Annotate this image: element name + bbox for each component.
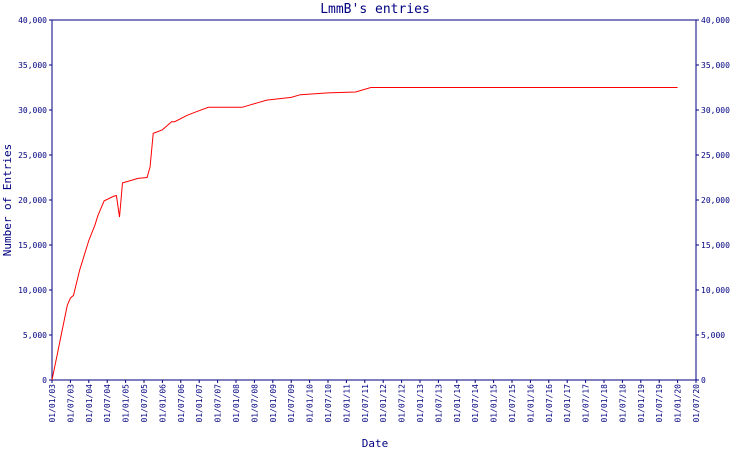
y-tick-label: 40,000 bbox=[18, 16, 47, 25]
x-tick-label: 01/07/03 bbox=[66, 384, 75, 423]
x-tick-label: 01/01/17 bbox=[563, 384, 572, 423]
y-tick-label: 5,000 bbox=[23, 331, 47, 340]
x-tick-label: 01/01/05 bbox=[122, 384, 131, 423]
x-tick-label: 01/01/18 bbox=[600, 384, 609, 423]
x-tick-label: 01/01/13 bbox=[416, 384, 425, 423]
y2-tick-label: 0 bbox=[701, 376, 706, 385]
x-tick-label: 01/07/14 bbox=[471, 384, 480, 423]
x-tick-label: 01/07/10 bbox=[324, 384, 333, 423]
x-tick-label: 01/01/15 bbox=[490, 384, 499, 423]
x-tick-label: 01/07/09 bbox=[287, 384, 296, 423]
x-tick-label: 01/01/10 bbox=[306, 384, 315, 423]
x-tick-label: 01/07/08 bbox=[250, 384, 259, 423]
data-line bbox=[51, 87, 678, 381]
x-tick-label: 01/01/09 bbox=[269, 384, 278, 423]
x-tick-label: 01/07/05 bbox=[140, 384, 149, 423]
x-tick-label: 01/01/08 bbox=[232, 384, 241, 423]
y2-tick-label: 15,000 bbox=[701, 241, 730, 250]
y2-tick-label: 20,000 bbox=[701, 196, 730, 205]
y2-tick-label: 5,000 bbox=[701, 331, 725, 340]
x-tick-label: 01/01/11 bbox=[342, 384, 351, 423]
x-tick-label: 01/01/03 bbox=[48, 384, 57, 423]
x-tick-label: 01/01/16 bbox=[526, 384, 535, 423]
y2-tick-label: 10,000 bbox=[701, 286, 730, 295]
x-tick-label: 01/07/13 bbox=[434, 384, 443, 423]
x-tick-label: 01/07/07 bbox=[214, 384, 223, 423]
x-tick-label: 01/07/06 bbox=[177, 384, 186, 423]
y-tick-label: 20,000 bbox=[18, 196, 47, 205]
x-axis-label: Date bbox=[362, 437, 389, 450]
y-tick-label: 25,000 bbox=[18, 151, 47, 160]
y-tick-label: 35,000 bbox=[18, 61, 47, 70]
x-tick-label: 01/07/04 bbox=[103, 384, 112, 423]
x-tick-label: 01/07/11 bbox=[361, 384, 370, 423]
x-tick-label: 01/01/14 bbox=[453, 384, 462, 423]
y-tick-label: 0 bbox=[42, 376, 47, 385]
y-tick-label: 10,000 bbox=[18, 286, 47, 295]
y-axis-label: Number of Entries bbox=[1, 144, 14, 257]
y2-tick-label: 30,000 bbox=[701, 106, 730, 115]
x-tick-label: 01/07/16 bbox=[545, 384, 554, 423]
x-tick-label: 01/07/15 bbox=[508, 384, 517, 423]
x-tick-label: 01/01/04 bbox=[85, 384, 94, 423]
x-tick-label: 01/07/12 bbox=[398, 384, 407, 423]
x-tick-label: 01/07/17 bbox=[582, 384, 591, 423]
y2-tick-label: 25,000 bbox=[701, 151, 730, 160]
y2-tick-label: 40,000 bbox=[701, 16, 730, 25]
y-tick-label: 30,000 bbox=[18, 106, 47, 115]
x-tick-label: 01/07/19 bbox=[655, 384, 664, 423]
x-tick-label: 01/01/19 bbox=[637, 384, 646, 423]
x-tick-label: 01/01/12 bbox=[379, 384, 388, 423]
x-tick-label: 01/07/18 bbox=[618, 384, 627, 423]
x-tick-label: 01/01/07 bbox=[195, 384, 204, 423]
x-tick-label: 01/01/20 bbox=[674, 384, 683, 423]
chart-title: LmmB's entries bbox=[320, 2, 430, 17]
y-tick-label: 15,000 bbox=[18, 241, 47, 250]
x-tick-label: 01/01/06 bbox=[158, 384, 167, 423]
x-tick-label: 01/07/20 bbox=[692, 384, 701, 423]
plot-frame bbox=[51, 19, 697, 381]
y2-tick-label: 35,000 bbox=[701, 61, 730, 70]
